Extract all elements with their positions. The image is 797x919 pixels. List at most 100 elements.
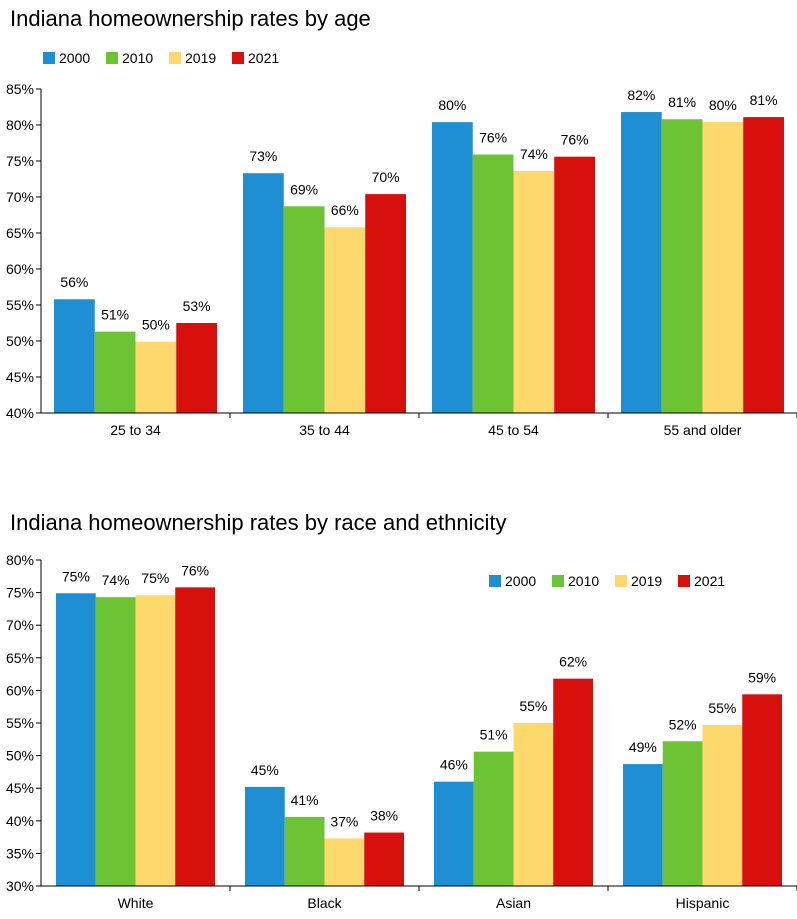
data-label: 38% [370,808,398,824]
legend-swatch [106,52,118,64]
bar [245,786,285,886]
data-label: 56% [60,274,88,290]
bar [176,323,217,413]
bar [742,694,782,886]
y-tick-label: 65% [6,650,34,666]
data-label: 53% [183,298,211,314]
x-tick-label: 45 to 54 [488,422,539,438]
bar [94,331,136,413]
bar [365,194,406,413]
bar [283,206,325,413]
legend-label: 2010 [568,573,599,589]
legend-label: 2000 [59,50,90,66]
legend-label: 2010 [122,50,153,66]
y-tick-label: 35% [6,845,34,861]
bar [54,299,95,413]
data-label: 81% [750,92,778,108]
bar [175,587,215,886]
y-tick-label: 50% [6,748,34,764]
y-tick-label: 30% [6,878,34,894]
data-label: 75% [141,570,169,586]
y-tick-label: 75% [6,585,34,601]
bar [434,781,474,886]
y-tick-label: 50% [6,333,34,349]
x-tick-label: 55 and older [664,422,742,438]
legend-label: 2021 [694,573,725,589]
bar [702,724,743,886]
y-tick-label: 80% [6,552,34,568]
race-chart: Indiana homeownership rates by race and … [0,500,797,919]
y-tick-label: 70% [6,189,34,205]
data-label: 80% [709,97,737,113]
bar [554,156,595,413]
data-label: 70% [372,169,400,185]
bar [662,741,703,886]
y-tick-label: 60% [6,682,34,698]
y-tick-label: 80% [6,117,34,133]
data-label: 59% [748,669,776,685]
bar [364,832,404,886]
data-label: 76% [181,562,209,578]
data-label: 75% [62,568,90,584]
data-label: 80% [438,97,466,113]
bar [324,227,366,413]
legend-swatch [169,52,181,64]
age-chart: Indiana homeownership rates by age 40% 45… [0,0,797,450]
bar [324,838,365,886]
bar [702,122,744,414]
data-label: 76% [479,130,507,146]
data-label: 73% [249,148,277,164]
legend-swatch [43,52,55,64]
y-tick-label: 55% [6,715,34,731]
data-label: 52% [669,716,697,732]
data-label: 74% [102,572,130,588]
bar [553,678,593,886]
x-tick-label: 25 to 34 [110,422,161,438]
race-chart-plot: 30% 35% 40% 45% 50% 55% 60% 65% 70% 75% 80% 75% 74% 7… [6,552,797,911]
y-tick-label: 70% [6,617,34,633]
x-tick-label: Asian [496,895,531,911]
y-tick-label: 45% [6,369,34,385]
chart-title: Indiana homeownership rates by age [10,6,371,31]
data-label: 82% [627,87,655,103]
y-tick-label: 45% [6,780,34,796]
data-label: 55% [708,700,736,716]
legend-label: 2019 [185,50,216,66]
bar [284,816,325,886]
data-label: 37% [330,813,358,829]
bar [243,173,284,413]
legend-swatch [489,575,501,587]
data-label: 62% [559,654,587,670]
bar [661,119,703,414]
y-tick-label: 55% [6,297,34,313]
bar [743,117,784,413]
bar [623,764,663,886]
data-label: 41% [291,792,319,808]
y-tick-label: 75% [6,153,34,169]
data-label: 49% [629,739,657,755]
bar [472,154,514,413]
legend-swatch [552,575,564,587]
bar [473,751,514,886]
age-chart-plot: 40% 45% 50% 55% 60% 65% 70% 75% 80% 85% 56% 51% 50% 5… [6,50,797,438]
x-tick-label: White [118,895,154,911]
bar [621,112,662,413]
x-tick-label: 35 to 44 [299,422,350,438]
legend-swatch [615,575,627,587]
legend-label: 2019 [631,573,662,589]
bar [513,171,555,413]
legend-swatch [232,52,244,64]
bar [95,597,136,886]
y-tick-label: 40% [6,813,34,829]
data-label: 46% [440,757,468,773]
data-label: 74% [520,146,548,162]
data-label: 55% [519,698,547,714]
bar [513,723,554,886]
bar [135,595,176,886]
x-tick-label: Hispanic [676,895,730,911]
y-tick-label: 85% [6,81,34,97]
data-label: 81% [668,94,696,110]
data-label: 50% [142,317,170,333]
x-tick-label: Black [307,895,342,911]
bar [432,122,473,414]
